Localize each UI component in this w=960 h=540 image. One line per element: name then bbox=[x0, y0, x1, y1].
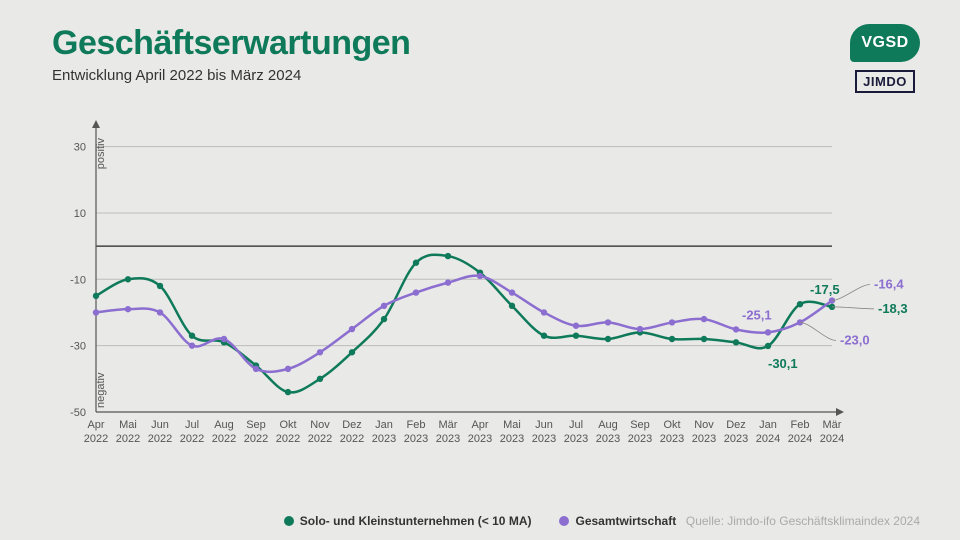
svg-text:-30: -30 bbox=[70, 341, 86, 353]
page-subtitle: Entwicklung April 2022 bis März 2024 bbox=[52, 67, 410, 84]
legend-swatch-2 bbox=[559, 516, 569, 526]
svg-text:30: 30 bbox=[74, 142, 86, 154]
svg-text:Apr: Apr bbox=[87, 419, 104, 431]
page-title: Geschäftserwartungen bbox=[52, 24, 410, 63]
svg-text:Aug: Aug bbox=[214, 419, 234, 431]
svg-text:Dez: Dez bbox=[342, 419, 362, 431]
svg-text:2022: 2022 bbox=[308, 433, 332, 445]
svg-text:Sep: Sep bbox=[630, 419, 650, 431]
svg-text:-50: -50 bbox=[70, 407, 86, 419]
svg-text:Sep: Sep bbox=[246, 419, 266, 431]
svg-text:Nov: Nov bbox=[310, 419, 330, 431]
svg-text:2023: 2023 bbox=[596, 433, 620, 445]
svg-text:2023: 2023 bbox=[468, 433, 492, 445]
header: Geschäftserwartungen Entwicklung April 2… bbox=[52, 24, 920, 93]
svg-text:Nov: Nov bbox=[694, 419, 714, 431]
svg-text:Apr: Apr bbox=[471, 419, 488, 431]
svg-text:-30,1: -30,1 bbox=[768, 356, 798, 371]
svg-text:Okt: Okt bbox=[279, 419, 296, 431]
svg-text:Mai: Mai bbox=[119, 419, 137, 431]
svg-text:Jan: Jan bbox=[375, 419, 393, 431]
jimdo-logo: JIMDO bbox=[855, 70, 915, 93]
vgsd-logo: VGSD bbox=[850, 24, 920, 62]
source-text: Quelle: Jimdo-ifo Geschäftsklimaindex 20… bbox=[686, 514, 920, 528]
svg-text:-23,0: -23,0 bbox=[840, 332, 870, 347]
legend-item-1: Solo- und Kleinstunternehmen (< 10 MA) bbox=[284, 514, 532, 528]
svg-text:2023: 2023 bbox=[372, 433, 396, 445]
legend-swatch-1 bbox=[284, 516, 294, 526]
svg-text:2023: 2023 bbox=[436, 433, 460, 445]
svg-text:Mai: Mai bbox=[503, 419, 521, 431]
svg-text:2023: 2023 bbox=[404, 433, 428, 445]
svg-text:10: 10 bbox=[74, 208, 86, 220]
svg-text:Mär: Mär bbox=[439, 419, 458, 431]
legend-label-2: Gesamtwirtschaft bbox=[575, 514, 676, 528]
svg-text:Jan: Jan bbox=[759, 419, 777, 431]
svg-text:Okt: Okt bbox=[663, 419, 680, 431]
svg-text:Jul: Jul bbox=[185, 419, 199, 431]
chart-svg: -50 -30 -10 10 30 positiv negativ Apr 2022 Mai 202… bbox=[52, 120, 932, 460]
svg-text:-18,3: -18,3 bbox=[878, 301, 908, 316]
svg-text:2024: 2024 bbox=[788, 433, 812, 445]
svg-text:2022: 2022 bbox=[276, 433, 300, 445]
svg-text:2024: 2024 bbox=[756, 433, 780, 445]
svg-text:2022: 2022 bbox=[148, 433, 172, 445]
svg-text:positiv: positiv bbox=[95, 138, 107, 170]
svg-text:2023: 2023 bbox=[724, 433, 748, 445]
svg-text:Aug: Aug bbox=[598, 419, 618, 431]
svg-text:2024: 2024 bbox=[820, 433, 844, 445]
svg-text:Feb: Feb bbox=[407, 419, 426, 431]
svg-text:2023: 2023 bbox=[500, 433, 524, 445]
svg-text:Feb: Feb bbox=[791, 419, 810, 431]
title-block: Geschäftserwartungen Entwicklung April 2… bbox=[52, 24, 410, 84]
logo-group: VGSD JIMDO bbox=[850, 24, 920, 93]
svg-text:2022: 2022 bbox=[116, 433, 140, 445]
svg-text:Jun: Jun bbox=[535, 419, 553, 431]
svg-text:Jul: Jul bbox=[569, 419, 583, 431]
svg-text:-10: -10 bbox=[70, 274, 86, 286]
svg-text:negativ: negativ bbox=[95, 372, 107, 408]
svg-text:2022: 2022 bbox=[340, 433, 364, 445]
svg-text:-25,1: -25,1 bbox=[742, 307, 772, 322]
svg-text:2022: 2022 bbox=[180, 433, 204, 445]
svg-text:2023: 2023 bbox=[628, 433, 652, 445]
svg-text:-16,4: -16,4 bbox=[874, 277, 904, 292]
svg-text:2023: 2023 bbox=[532, 433, 556, 445]
svg-text:Dez: Dez bbox=[726, 419, 746, 431]
svg-text:2022: 2022 bbox=[84, 433, 108, 445]
svg-text:Jun: Jun bbox=[151, 419, 169, 431]
svg-text:2022: 2022 bbox=[212, 433, 236, 445]
svg-text:Mär: Mär bbox=[823, 419, 842, 431]
svg-text:2022: 2022 bbox=[244, 433, 268, 445]
legend-item-2: Gesamtwirtschaft bbox=[559, 514, 676, 528]
svg-text:2023: 2023 bbox=[660, 433, 684, 445]
svg-text:2023: 2023 bbox=[564, 433, 588, 445]
svg-text:2023: 2023 bbox=[692, 433, 716, 445]
svg-text:-17,5: -17,5 bbox=[810, 282, 840, 297]
legend-label-1: Solo- und Kleinstunternehmen (< 10 MA) bbox=[300, 514, 532, 528]
chart: -50 -30 -10 10 30 positiv negativ Apr 2022 Mai 202… bbox=[52, 120, 932, 460]
